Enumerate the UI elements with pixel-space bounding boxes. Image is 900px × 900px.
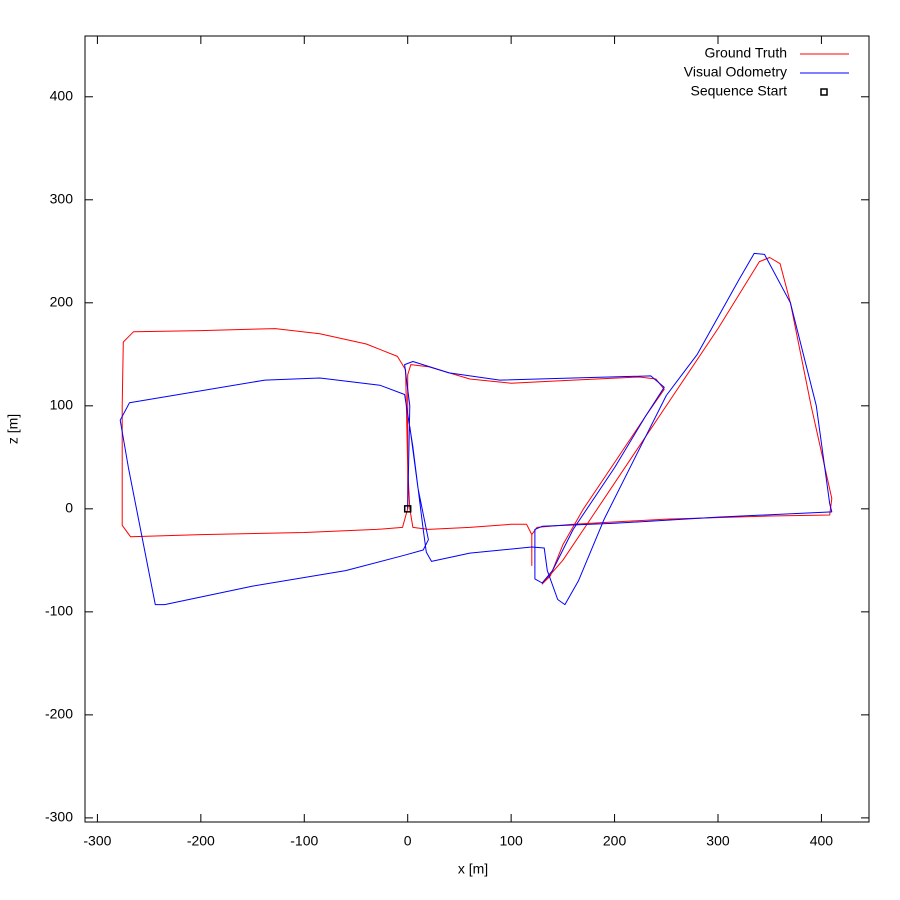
y-tick-label: 100 bbox=[50, 397, 74, 413]
y-tick-label: 0 bbox=[65, 500, 73, 516]
x-tick-label: -300 bbox=[83, 833, 111, 849]
y-tick-label: 300 bbox=[50, 190, 74, 206]
legend-label: Sequence Start bbox=[690, 83, 787, 99]
x-tick-label: 200 bbox=[603, 833, 627, 849]
start-marker bbox=[403, 505, 412, 513]
legend-label: Visual Odometry bbox=[684, 64, 787, 80]
plot-frame bbox=[84, 35, 870, 823]
y-tick-label: -200 bbox=[45, 706, 73, 722]
x-tick-label: -200 bbox=[187, 833, 215, 849]
y-axis-label: z [m] bbox=[5, 414, 21, 444]
x-tick-label: 0 bbox=[404, 833, 412, 849]
legend-label: Ground Truth bbox=[705, 45, 788, 61]
x-tick-label: 400 bbox=[810, 833, 834, 849]
y-tick-label: 200 bbox=[50, 294, 74, 310]
x-tick-label: 300 bbox=[706, 833, 730, 849]
y-tick-label: -300 bbox=[45, 809, 73, 825]
y-tick-label: 400 bbox=[50, 87, 74, 103]
trajectory bbox=[119, 252, 833, 606]
y-tick-label: -100 bbox=[45, 603, 73, 619]
x-tick-label: -100 bbox=[290, 833, 318, 849]
x-tick-label: 100 bbox=[499, 833, 523, 849]
legend-marker bbox=[820, 88, 828, 96]
x-axis-label: x [m] bbox=[458, 861, 488, 877]
